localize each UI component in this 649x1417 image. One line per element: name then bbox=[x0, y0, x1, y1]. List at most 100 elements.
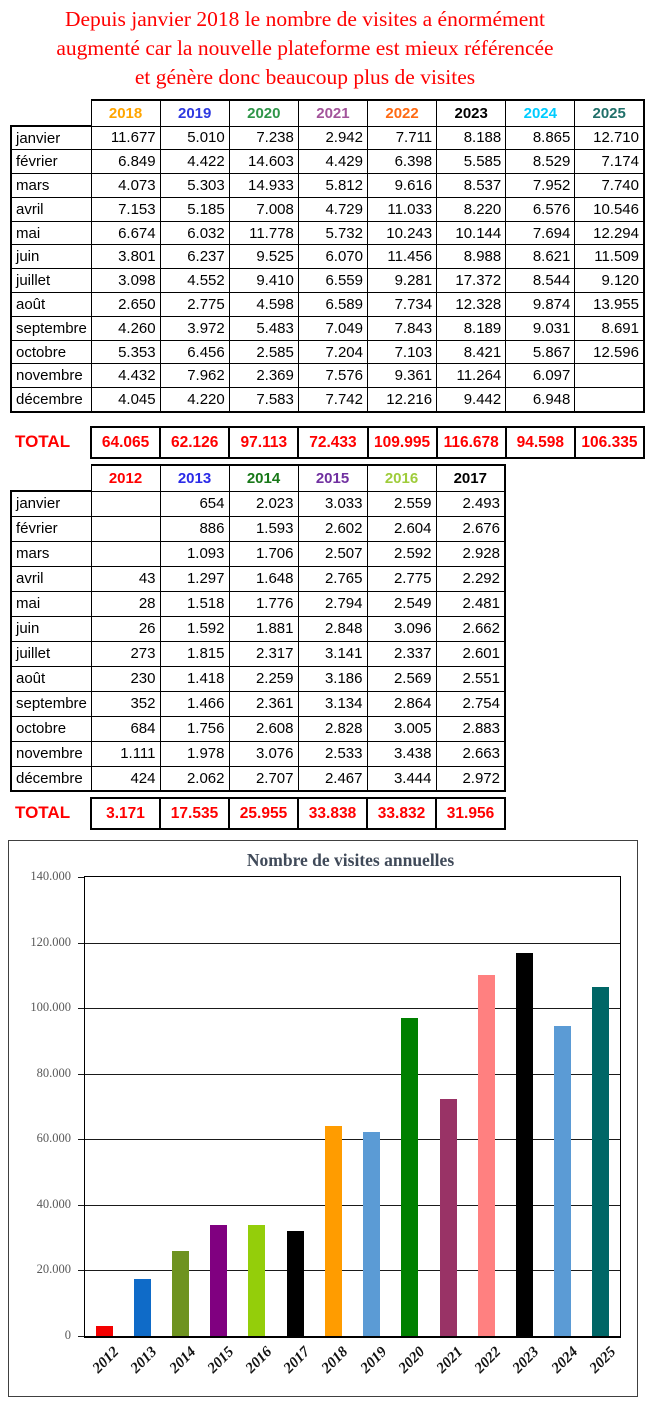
bar-2022 bbox=[477, 975, 495, 1336]
year-header-2024: 2024 bbox=[505, 99, 576, 127]
y-axis-tick bbox=[78, 1073, 84, 1075]
bar-2012 bbox=[95, 1326, 113, 1336]
value-cell: 1.093 bbox=[159, 540, 230, 567]
value-cell: 2.828 bbox=[297, 715, 368, 742]
value-cell: 7.049 bbox=[297, 315, 369, 341]
value-cell: 2.765 bbox=[297, 565, 368, 592]
value-cell: 2.707 bbox=[228, 765, 299, 792]
value-cell: 7.740 bbox=[574, 173, 646, 198]
total-cell: 31.956 bbox=[435, 797, 506, 830]
value-cell: 3.033 bbox=[297, 490, 368, 517]
value-cell: 4.429 bbox=[297, 149, 369, 175]
value-cell: 2.337 bbox=[366, 640, 437, 667]
value-cell: 13.955 bbox=[574, 292, 646, 317]
value-cell bbox=[90, 515, 161, 542]
value-cell: 8.537 bbox=[436, 173, 507, 198]
value-cell: 2.467 bbox=[297, 765, 368, 792]
annual-visits-chart: Nombre de visites annuelles 140.000 120.0… bbox=[8, 840, 638, 1397]
value-cell: 7.576 bbox=[297, 363, 369, 389]
value-cell: 3.186 bbox=[297, 665, 368, 692]
month-label: novembre bbox=[10, 363, 92, 389]
value-cell: 12.294 bbox=[574, 220, 646, 246]
y-axis-tick bbox=[78, 942, 84, 944]
value-cell: 14.933 bbox=[228, 173, 299, 198]
value-cell: 7.008 bbox=[228, 196, 299, 222]
value-cell: 5.812 bbox=[297, 173, 369, 198]
chart-plot-area bbox=[78, 876, 621, 1338]
value-cell: 11.509 bbox=[574, 244, 646, 270]
value-cell: 7.583 bbox=[228, 387, 299, 413]
value-cell: 1.881 bbox=[228, 615, 299, 642]
value-cell: 2.775 bbox=[159, 292, 230, 317]
value-cell: 7.174 bbox=[574, 149, 646, 175]
y-axis-label: 120.000 bbox=[30, 934, 71, 949]
value-cell: 7.962 bbox=[159, 363, 230, 389]
value-cell: 6.849 bbox=[90, 149, 161, 175]
month-label: mars bbox=[10, 540, 92, 567]
month-label: décembre bbox=[10, 765, 92, 792]
month-label: octobre bbox=[10, 339, 92, 365]
y-axis-tick bbox=[78, 1270, 84, 1272]
month-label: septembre bbox=[10, 315, 92, 341]
value-cell: 886 bbox=[159, 515, 230, 542]
value-cell: 5.303 bbox=[159, 173, 230, 198]
value-cell: 8.220 bbox=[436, 196, 507, 222]
y-axis-label: 20.000 bbox=[36, 1262, 71, 1277]
value-cell: 9.361 bbox=[366, 363, 438, 389]
value-cell: 7.843 bbox=[366, 315, 438, 341]
bar-2021 bbox=[439, 1099, 457, 1336]
bar-2013 bbox=[133, 1279, 151, 1336]
month-label: septembre bbox=[10, 690, 92, 717]
value-cell: 2.549 bbox=[366, 590, 437, 617]
y-axis-tick bbox=[78, 877, 84, 878]
value-cell: 1.418 bbox=[159, 665, 230, 692]
year-header-2012: 2012 bbox=[90, 464, 161, 492]
total-cell: 25.955 bbox=[228, 797, 299, 830]
value-cell: 2.585 bbox=[228, 339, 299, 365]
value-cell: 6.674 bbox=[90, 220, 161, 246]
total-cell: 62.126 bbox=[159, 426, 231, 459]
value-cell: 1.593 bbox=[228, 515, 299, 542]
value-cell: 5.185 bbox=[159, 196, 230, 222]
value-cell: 6.559 bbox=[297, 268, 369, 294]
value-cell: 6.237 bbox=[159, 244, 230, 270]
value-cell: 2.662 bbox=[435, 615, 506, 642]
value-cell: 9.442 bbox=[436, 387, 507, 413]
value-cell: 684 bbox=[90, 715, 161, 742]
value-cell: 17.372 bbox=[436, 268, 507, 294]
intro-line-2: augmenté car la nouvelle plateforme est … bbox=[56, 36, 554, 60]
value-cell: 3.444 bbox=[366, 765, 437, 792]
value-cell: 2.608 bbox=[228, 715, 299, 742]
y-axis-tick bbox=[78, 1008, 84, 1010]
gridline bbox=[85, 1073, 620, 1075]
month-label: avril bbox=[10, 196, 92, 222]
value-cell: 2.023 bbox=[228, 490, 299, 517]
year-header-2017: 2017 bbox=[435, 464, 506, 492]
value-cell: 4.552 bbox=[159, 268, 230, 294]
value-cell: 2.602 bbox=[297, 515, 368, 542]
value-cell: 12.710 bbox=[574, 125, 646, 151]
value-cell: 2.551 bbox=[435, 665, 506, 692]
total-cell: 94.598 bbox=[504, 426, 576, 459]
value-cell: 11.778 bbox=[228, 220, 299, 246]
value-cell: 1.978 bbox=[159, 740, 230, 767]
value-cell: 11.456 bbox=[366, 244, 438, 270]
total-row-2012-2017: 3.171 17.535 25.955 33.838 33.832 31.956 bbox=[90, 797, 506, 830]
value-cell: 352 bbox=[90, 690, 161, 717]
year-header-2020: 2020 bbox=[228, 99, 299, 127]
value-cell: 5.585 bbox=[436, 149, 507, 175]
value-cell: 6.032 bbox=[159, 220, 230, 246]
value-cell: 8.988 bbox=[436, 244, 507, 270]
value-cell: 9.874 bbox=[505, 292, 576, 317]
value-cell: 5.867 bbox=[505, 339, 576, 365]
year-header-2021: 2021 bbox=[297, 99, 369, 127]
value-cell: 8.189 bbox=[436, 315, 507, 341]
total-cell: 3.171 bbox=[90, 797, 161, 830]
value-cell: 2.775 bbox=[366, 565, 437, 592]
month-label: juin bbox=[10, 615, 92, 642]
value-cell: 8.621 bbox=[505, 244, 576, 270]
value-cell: 5.010 bbox=[159, 125, 230, 151]
total-row-2018-2025: 64.065 62.126 97.113 72.433 109.995 116.678 94… bbox=[89, 426, 646, 459]
year-header-2015: 2015 bbox=[297, 464, 368, 492]
